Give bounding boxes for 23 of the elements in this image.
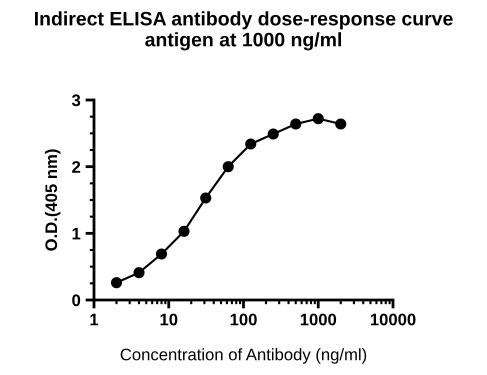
x-tick-label: 1000 [300, 314, 336, 326]
point [110, 277, 122, 288]
y-axis-title: O.D.(405 nm) [44, 149, 60, 251]
point [200, 192, 212, 204]
x-tick-label: 1 [90, 314, 98, 326]
point [312, 113, 324, 124]
point [133, 267, 145, 278]
point [245, 138, 256, 150]
y-tick-label: 3 [72, 94, 80, 106]
point [268, 128, 279, 140]
chart-title: Indirect ELISA antibody dose-response curve antigen at 1000 ng/ml [35, 11, 453, 50]
y-tick-label: 0 [72, 294, 80, 306]
point [178, 226, 190, 237]
x-tick-label: 10 [160, 314, 178, 326]
x-tick-label: 10000 [370, 314, 416, 326]
point [222, 161, 234, 172]
point [156, 248, 168, 260]
y-tick-label: 1 [72, 228, 80, 240]
point [335, 118, 346, 130]
x-tick-label: 100 [230, 314, 257, 326]
point [290, 118, 302, 130]
y-tick-label: 2 [72, 161, 80, 173]
x-axis-title: Concentration of Antibody (ng/ml) [120, 348, 366, 364]
